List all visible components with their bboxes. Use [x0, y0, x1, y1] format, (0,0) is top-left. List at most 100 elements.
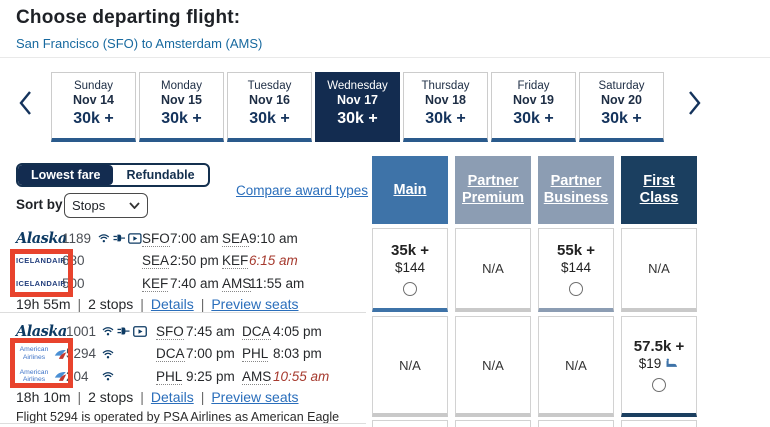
- amenities: [102, 349, 156, 359]
- departure-airport-code[interactable]: SFO: [142, 230, 170, 247]
- entertainment-icon: [128, 232, 142, 244]
- wifi-icon: [102, 372, 114, 381]
- cash-price: $144: [560, 259, 592, 275]
- arrival-airport-code[interactable]: SEA: [222, 230, 250, 247]
- separator: |: [140, 389, 144, 405]
- fare-radio[interactable]: [652, 378, 666, 392]
- sort-by-value: Stops: [72, 198, 106, 213]
- fare-cell-partner-business[interactable]: 55k + $144: [538, 228, 614, 312]
- chevron-right-icon: [689, 91, 701, 115]
- departure-airport-code[interactable]: PHL: [156, 368, 183, 385]
- fare-cell-main: [372, 420, 448, 427]
- departure-time: 7:00 am: [170, 230, 219, 246]
- date-card-day: Tuesday: [247, 80, 292, 92]
- fare-radio[interactable]: [403, 281, 417, 296]
- departure-airport-code[interactable]: SEA: [142, 253, 170, 270]
- next-dates-button[interactable]: [682, 86, 708, 120]
- date-card-wednesday-selected[interactable]: Wednesday Nov 17 30k +: [315, 72, 400, 142]
- lie-flat-seat-icon: [666, 358, 678, 367]
- details-link[interactable]: Details: [150, 389, 194, 405]
- stops-count: 2 stops: [88, 389, 134, 405]
- lowest-fare-toggle-option[interactable]: Lowest fare: [18, 165, 114, 185]
- airline-name: Alaska: [16, 229, 67, 247]
- date-card-fare: 30k +: [601, 110, 642, 127]
- flight-segment-row: ICELANDAIR 680 SEA 2:50 pm KEF 6:15 am: [16, 250, 368, 273]
- wifi-icon: [102, 349, 114, 359]
- fare-cell-partner-premium: N/A: [455, 316, 531, 417]
- fare-cell-first-class: N/A: [621, 228, 697, 312]
- miles-price: 57.5k +: [633, 338, 685, 355]
- arrival-airport-code[interactable]: KEF: [222, 253, 249, 270]
- refundable-toggle-option[interactable]: Refundable: [126, 168, 195, 182]
- flight-segment-row: American Airlines 204 PHL 9:25 pm AMS 10…: [16, 365, 368, 388]
- arrival-airport-code[interactable]: PHL: [242, 346, 269, 363]
- fare-cell-partner-business: [538, 420, 614, 427]
- compare-award-types-link[interactable]: Compare award types: [236, 183, 369, 198]
- departure-airport-code[interactable]: KEF: [142, 275, 169, 292]
- separator: |: [200, 296, 205, 312]
- fare-cell-main: N/A: [372, 316, 448, 417]
- column-header-partner-premium[interactable]: Partner Premium: [455, 156, 531, 224]
- fare-cell-main[interactable]: 35k + $144: [372, 228, 448, 312]
- flight-number: 1001: [66, 323, 97, 339]
- date-card-fare: 30k +: [513, 110, 554, 127]
- prev-dates-button[interactable]: [12, 86, 38, 120]
- date-card-tuesday[interactable]: Tuesday Nov 16 30k +: [227, 72, 312, 142]
- route-subtitle: San Francisco (SFO) to Amsterdam (AMS): [16, 36, 263, 51]
- date-card-day: Monday: [161, 80, 202, 92]
- not-available: N/A: [399, 357, 421, 373]
- alaska-airlines-logo: Alaska: [16, 323, 67, 340]
- date-card-friday[interactable]: Friday Nov 19 30k +: [491, 72, 576, 142]
- column-header-main[interactable]: Main: [372, 156, 448, 224]
- preview-seats-link[interactable]: Preview seats: [211, 296, 299, 312]
- date-carousel: Sunday Nov 14 30k + Monday Nov 15 30k + …: [51, 72, 664, 142]
- date-card-thursday[interactable]: Thursday Nov 18 30k +: [403, 72, 488, 142]
- departure-time: 7:00 pm: [186, 346, 235, 362]
- separator: |: [140, 296, 144, 312]
- date-card-date: Nov 17: [337, 93, 378, 107]
- flight-segment-row: ICELANDAIR 500 KEF 7:40 am AMS 11:55 am: [16, 272, 368, 295]
- details-link[interactable]: Details: [150, 296, 194, 312]
- date-card-sunday[interactable]: Sunday Nov 14 30k +: [51, 72, 136, 142]
- fare-cell-first-class[interactable]: 57.5k + $19: [621, 316, 697, 417]
- column-header-first-class[interactable]: First Class: [621, 156, 697, 224]
- sort-by-select[interactable]: Stops: [64, 193, 148, 218]
- divider: [0, 57, 770, 58]
- separator: |: [200, 389, 205, 405]
- not-available: N/A: [565, 357, 587, 373]
- icelandair-logo: ICELANDAIR: [16, 279, 66, 288]
- miles-price: 35k +: [391, 241, 429, 259]
- fare-radio[interactable]: [569, 281, 583, 296]
- date-card-day: Thursday: [421, 80, 470, 92]
- fare-type-toggle: Lowest fare Refundable: [16, 163, 210, 187]
- date-card-monday[interactable]: Monday Nov 15 30k +: [139, 72, 224, 142]
- preview-seats-link[interactable]: Preview seats: [211, 389, 299, 405]
- flight-segment-row: Alaska 1189 SFO 7:00 am SEA 9:10 am: [16, 227, 368, 250]
- sort-by-label: Sort by: [16, 197, 63, 212]
- wifi-icon: [102, 327, 114, 336]
- date-card-saturday[interactable]: Saturday Nov 20 30k +: [579, 72, 664, 142]
- not-available: N/A: [482, 261, 504, 276]
- operated-by-note: Flight 5294 is operated by PSA Airlines …: [16, 409, 340, 424]
- flight-number: 500: [62, 275, 85, 291]
- arrival-airport-code[interactable]: AMS: [242, 368, 272, 385]
- power-outlet-icon: [117, 327, 130, 335]
- fare-cell-partner-premium: [455, 420, 531, 427]
- cash-price: $144: [394, 259, 426, 275]
- power-outlet-icon: [113, 234, 125, 242]
- arrival-time: 11:55 am: [249, 275, 305, 291]
- arrival-time: 4:05 pm: [273, 323, 322, 339]
- alaska-airlines-logo: Alaska: [16, 230, 67, 247]
- cash-amount: $19: [638, 356, 662, 371]
- fare-options-row-2: N/A N/A N/A 57.5k + $19: [372, 316, 697, 417]
- departure-airport-code[interactable]: SFO: [156, 323, 184, 340]
- flight-number: 680: [62, 253, 85, 269]
- departure-time: 9:25 pm: [186, 368, 235, 384]
- column-header-partner-business[interactable]: Partner Business: [538, 156, 614, 224]
- airline-name: ICELANDAIR: [16, 256, 67, 266]
- arrival-airport-code[interactable]: AMS: [222, 275, 252, 292]
- wifi-icon: [98, 234, 110, 243]
- arrival-airport-code[interactable]: DCA: [242, 323, 271, 340]
- fare-cell-partner-business: N/A: [538, 316, 614, 417]
- departure-airport-code[interactable]: DCA: [156, 346, 185, 363]
